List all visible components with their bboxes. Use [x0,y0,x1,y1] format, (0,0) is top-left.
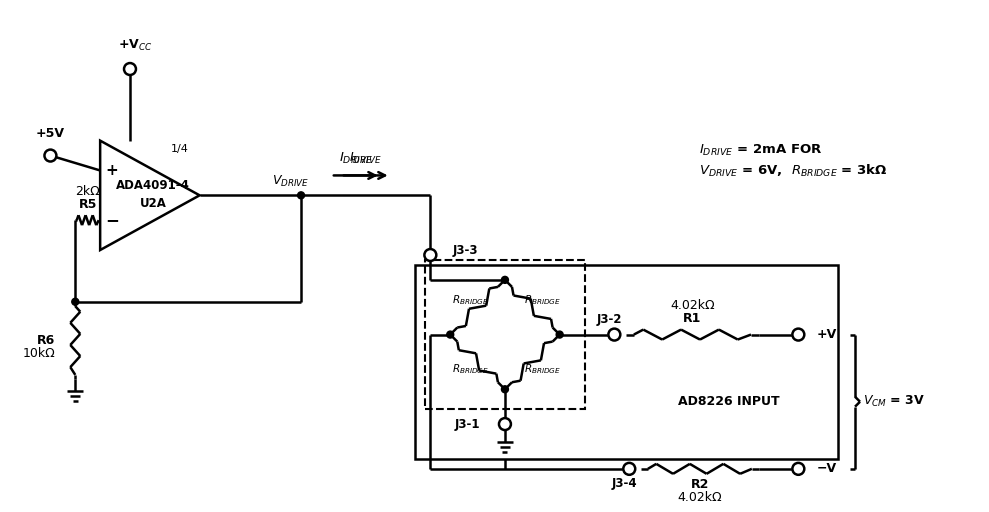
Text: +V: +V [816,328,837,341]
Circle shape [556,331,563,338]
Text: $V_{DRIVE}$ = 6V,  $R_{BRIDGE}$ = 3kΩ: $V_{DRIVE}$ = 6V, $R_{BRIDGE}$ = 3kΩ [699,162,887,179]
Circle shape [792,329,804,340]
Circle shape [298,192,305,199]
Text: −V: −V [816,462,837,475]
Bar [415,265,838,459]
Text: +5V: +5V [36,126,65,140]
Text: ADA4091-4: ADA4091-4 [116,179,190,192]
Text: R6: R6 [38,334,55,347]
Circle shape [608,329,620,340]
Circle shape [124,63,135,75]
Text: 1/4: 1/4 [171,143,189,154]
Text: $R_{BRIDGE}$: $R_{BRIDGE}$ [452,293,489,307]
Text: $I_{DRIVE}$: $I_{DRIVE}$ [349,151,382,166]
Circle shape [447,331,454,338]
Circle shape [424,249,436,261]
Text: −: − [105,211,119,229]
Text: R2: R2 [690,478,709,491]
Circle shape [623,463,635,475]
Text: +: + [106,163,119,178]
Text: 10kΩ: 10kΩ [23,347,55,360]
Text: 2kΩ: 2kΩ [75,185,100,198]
Text: J3-1: J3-1 [455,418,480,431]
Text: $I_{DRIVE}$ = 2mA FOR: $I_{DRIVE}$ = 2mA FOR [699,143,822,158]
Text: 4.02kΩ: 4.02kΩ [671,299,715,312]
Text: $R_{BRIDGE}$: $R_{BRIDGE}$ [524,362,562,376]
Text: J3-3: J3-3 [452,244,478,257]
Text: J3-2: J3-2 [596,313,622,326]
Circle shape [72,298,79,305]
Text: R1: R1 [683,312,701,325]
Text: J3-4: J3-4 [611,477,637,490]
Text: U2A: U2A [139,197,166,210]
Bar [425,260,584,409]
Circle shape [792,463,804,475]
Text: $R_{BRIDGE}$: $R_{BRIDGE}$ [452,362,489,376]
Circle shape [45,150,56,161]
Circle shape [499,418,511,430]
Text: $I_{DRIVE}$: $I_{DRIVE}$ [338,151,373,166]
Text: 4.02kΩ: 4.02kΩ [677,491,722,504]
Text: $V_{CM}$ = 3V: $V_{CM}$ = 3V [863,394,925,409]
Circle shape [501,276,508,283]
Text: $V_{DRIVE}$: $V_{DRIVE}$ [272,174,310,189]
Text: +V$_{CC}$: +V$_{CC}$ [118,38,152,53]
Text: $R_{BRIDGE}$: $R_{BRIDGE}$ [524,293,562,307]
Text: AD8226 INPUT: AD8226 INPUT [677,395,779,408]
Text: R5: R5 [78,198,97,211]
Circle shape [501,386,508,393]
